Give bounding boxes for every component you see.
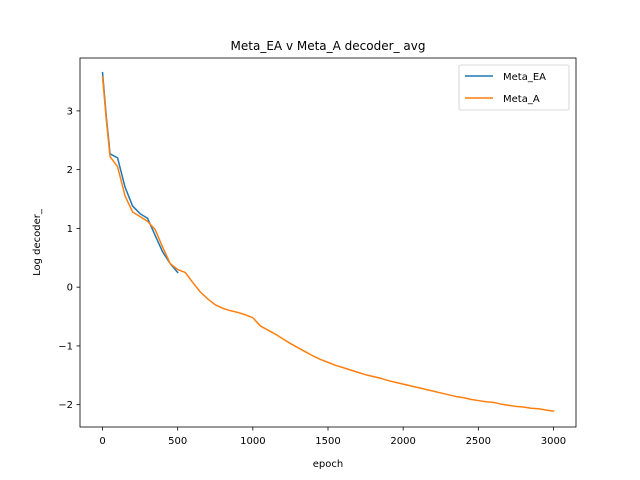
legend-entry: Meta_EA bbox=[503, 72, 546, 83]
y-axis-label: Log decoder_ bbox=[32, 208, 43, 276]
x-tick-label: 2500 bbox=[466, 436, 491, 447]
y-tick-label: 1 bbox=[67, 224, 73, 235]
legend-entry: Meta_A bbox=[503, 94, 540, 105]
y-tick-label: 0 bbox=[67, 283, 73, 294]
y-tick-label: 3 bbox=[67, 106, 73, 117]
x-tick-label: 3000 bbox=[541, 436, 566, 447]
x-tick-label: 1000 bbox=[240, 436, 265, 447]
x-axis: 0 500 1000 1500 2000 2500 3000 bbox=[99, 427, 566, 447]
x-tick-label: 0 bbox=[99, 436, 105, 447]
y-tick-label: −1 bbox=[58, 341, 73, 352]
x-tick-label: 2000 bbox=[390, 436, 415, 447]
y-axis: −2 −1 0 1 2 3 bbox=[58, 106, 80, 411]
x-tick-label: 1500 bbox=[315, 436, 340, 447]
y-tick-label: 2 bbox=[67, 165, 73, 176]
y-tick-label: −2 bbox=[58, 400, 73, 411]
plot-area bbox=[101, 71, 555, 412]
chart-title: Meta_EA v Meta_A decoder_ avg bbox=[231, 39, 426, 53]
x-tick-label: 500 bbox=[168, 436, 187, 447]
series-line-meta-a bbox=[101, 75, 555, 412]
legend: Meta_EA Meta_A bbox=[458, 64, 570, 111]
x-axis-label: epoch bbox=[313, 459, 343, 470]
